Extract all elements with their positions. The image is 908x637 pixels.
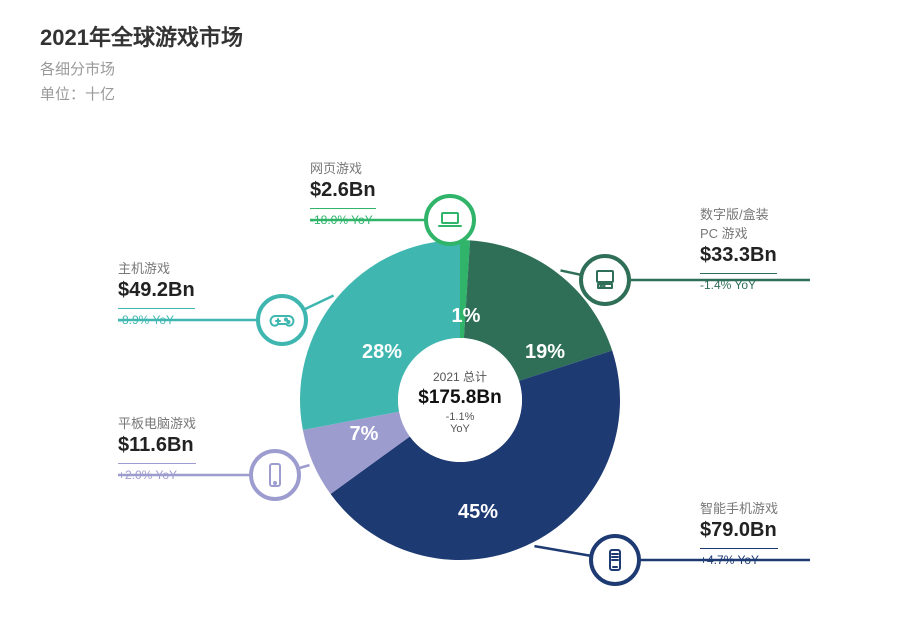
callout-label-web: 网页游戏 [310, 158, 376, 177]
callout-value-console: $49.2Bn [118, 279, 195, 302]
center-total: 2021 总计 $175.8Bn -1.1% YoY [405, 368, 515, 435]
icon-badge-pc [581, 256, 629, 304]
callout-tablet: 平板电脑游戏 $11.6Bn +2.0% YoY [118, 413, 196, 482]
callout-yoy-console: -8.9% YoY [118, 308, 195, 327]
icon-badge-smartphone [591, 536, 639, 584]
callout-console: 主机游戏 $49.2Bn -8.9% YoY [118, 258, 195, 327]
callout-label-smartphone: 智能手机游戏 [700, 498, 778, 517]
slice-pct-console: 28% [362, 341, 402, 363]
callout-yoy-tablet: +2.0% YoY [118, 463, 196, 482]
icon-badge-console [258, 296, 306, 344]
center-value: $175.8Bn [405, 387, 515, 409]
slice-pct-smartphone: 45% [458, 501, 498, 523]
callout-label2-pc: PC 游戏 [700, 223, 777, 242]
callout-label-tablet: 平板电脑游戏 [118, 413, 196, 432]
slice-pct-pc: 19% [525, 341, 565, 363]
callout-yoy-smartphone: +4.7% YoY [700, 548, 778, 567]
icon-badge-tablet [251, 451, 299, 499]
center-yoy: -1.1% YoY [405, 411, 515, 435]
callout-label-console: 主机游戏 [118, 258, 195, 277]
callout-value-pc: $33.3Bn [700, 244, 777, 267]
callout-yoy-web: -18.0% YoY [310, 208, 376, 227]
callout-pc: 数字版/盒装PC 游戏 $33.3Bn -1.4% YoY [700, 204, 777, 292]
icon-badge-web [426, 196, 474, 244]
center-label: 2021 总计 [405, 368, 515, 385]
callout-value-smartphone: $79.0Bn [700, 519, 778, 542]
callout-label-pc: 数字版/盒装 [700, 204, 777, 223]
callout-value-tablet: $11.6Bn [118, 434, 196, 457]
callout-value-web: $2.6Bn [310, 179, 376, 202]
callout-web: 网页游戏 $2.6Bn -18.0% YoY [310, 158, 376, 227]
callout-smartphone: 智能手机游戏 $79.0Bn +4.7% YoY [700, 498, 778, 567]
slice-pct-web: 1% [452, 305, 481, 327]
callout-yoy-pc: -1.4% YoY [700, 273, 777, 292]
slice-pct-tablet: 7% [350, 423, 379, 445]
